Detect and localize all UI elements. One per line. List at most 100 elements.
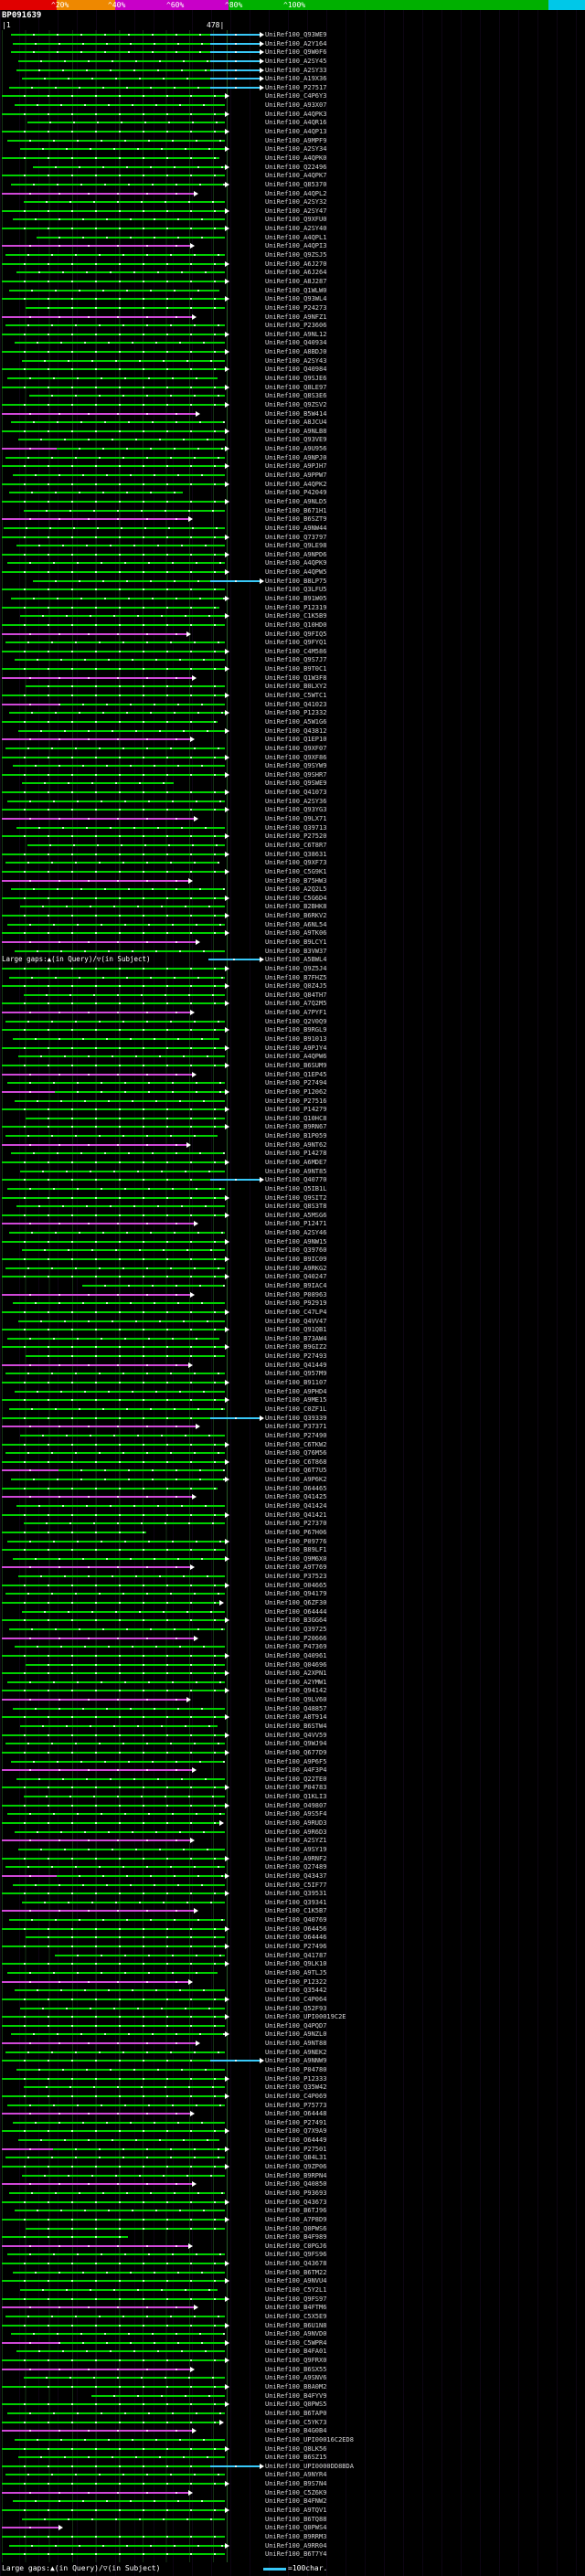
hit-bar[interactable] xyxy=(0,1255,265,1264)
hit-label[interactable]: UniRef100_Q9SHR7 xyxy=(265,770,327,779)
hit-bar[interactable] xyxy=(0,2206,265,2215)
hit-bar[interactable] xyxy=(0,1898,265,1907)
hit-label[interactable]: UniRef100_Q40247 xyxy=(265,1273,327,1281)
hit-label[interactable]: UniRef100_P67H06 xyxy=(265,1528,327,1536)
hit-label[interactable]: UniRef100_Q39725 xyxy=(265,1625,327,1633)
hit-bar[interactable] xyxy=(0,947,265,956)
hit-bar-segment[interactable] xyxy=(2,2280,225,2283)
hit-label[interactable]: UniRef100_A2SY47 xyxy=(265,207,327,215)
hit-label[interactable]: UniRef100_A6J270 xyxy=(265,260,327,268)
hit-bar[interactable] xyxy=(0,814,265,823)
hit-label[interactable]: UniRef100_A4QR16 xyxy=(265,119,327,127)
hit-bar[interactable] xyxy=(0,638,265,647)
hit-bar-segment[interactable] xyxy=(2,1733,225,1736)
hit-bar-segment[interactable] xyxy=(20,615,225,618)
hit-bar[interactable] xyxy=(0,1044,265,1053)
hit-label[interactable]: UniRef100_A9RUD3 xyxy=(265,1819,327,1828)
hit-bar[interactable] xyxy=(0,1828,265,1837)
hit-bar[interactable] xyxy=(0,2268,265,2277)
hit-bar[interactable] xyxy=(0,2126,265,2136)
hit-bar[interactable] xyxy=(0,911,265,920)
hit-bar[interactable] xyxy=(0,1951,265,1960)
hit-bar[interactable] xyxy=(0,303,265,313)
hit-label[interactable]: UniRef100_A9NVU4 xyxy=(265,2277,327,2285)
hit-bar-segment[interactable] xyxy=(15,1830,225,1833)
hit-label[interactable]: UniRef100_Q41449 xyxy=(265,1361,327,1369)
hit-bar[interactable] xyxy=(0,1924,265,1934)
hit-bar-segment[interactable] xyxy=(22,2518,225,2520)
hit-bar-segment[interactable] xyxy=(2,2386,225,2389)
hit-bar-segment[interactable] xyxy=(2,2421,219,2423)
hit-label[interactable]: UniRef100_A9NNW9 xyxy=(265,2057,327,2065)
hit-label[interactable]: UniRef100_Q40961 xyxy=(265,1651,327,1659)
hit-label[interactable]: UniRef100_Q40850 xyxy=(265,2180,327,2189)
hit-bar-segment[interactable] xyxy=(2,1619,225,1622)
hit-bar-segment[interactable] xyxy=(18,1575,225,1578)
hit-bar-segment[interactable] xyxy=(2,870,225,873)
hit-label[interactable]: UniRef100_B6TM22 xyxy=(265,2268,327,2276)
hit-label[interactable]: UniRef100_A9RNF2 xyxy=(265,1854,327,1862)
hit-label[interactable]: UniRef100_A9SY19 xyxy=(265,1845,327,1853)
hit-bar-segment[interactable] xyxy=(2,1223,194,1225)
hit-bar[interactable] xyxy=(0,2338,265,2348)
hit-bar[interactable] xyxy=(0,1246,265,1255)
hit-label[interactable]: UniRef100_A9R6D3 xyxy=(265,1828,327,1836)
hit-bar-segment[interactable] xyxy=(13,218,225,221)
hit-label[interactable]: UniRef100_Q10HC8 xyxy=(265,1114,327,1122)
hit-bar[interactable] xyxy=(0,1722,265,1731)
hit-bar[interactable] xyxy=(0,1052,265,1061)
hit-label[interactable]: UniRef100_Q9FS97 xyxy=(265,2295,327,2303)
hit-label[interactable]: UniRef100_P93693 xyxy=(265,2189,327,2197)
hit-bar-segment[interactable] xyxy=(2,2183,192,2186)
hit-bar-segment[interactable] xyxy=(11,888,225,891)
hit-bar-segment[interactable] xyxy=(26,685,225,688)
hit-label[interactable]: UniRef100_P27520 xyxy=(265,832,327,841)
hit-bar-segment[interactable] xyxy=(18,2456,225,2459)
hit-label[interactable]: UniRef100_O04665 xyxy=(265,1581,327,1589)
hit-label[interactable]: UniRef100_B671H1 xyxy=(265,506,327,514)
hit-bar-segment[interactable] xyxy=(15,1390,225,1393)
hit-bar-segment[interactable] xyxy=(2,465,225,468)
hit-label[interactable]: UniRef100_B8LP75 xyxy=(265,577,327,585)
hit-bar-segment[interactable] xyxy=(7,2253,225,2256)
hit-bar[interactable] xyxy=(0,2312,265,2321)
hit-label[interactable]: UniRef100_A9PJY4 xyxy=(265,1044,327,1052)
hit-bar-segment[interactable] xyxy=(20,1725,218,1727)
hit-label[interactable]: UniRef100_B9RN67 xyxy=(265,1123,327,1131)
hit-label[interactable]: UniRef100_B6RKV2 xyxy=(265,912,327,920)
hit-bar[interactable] xyxy=(0,118,265,127)
hit-bar[interactable] xyxy=(0,1369,265,1378)
hit-label[interactable]: UniRef100_O49807 xyxy=(265,1801,327,1809)
hit-label[interactable]: UniRef100_O64449 xyxy=(265,2136,327,2145)
hit-label[interactable]: UniRef100_A7Q2M5 xyxy=(265,1000,327,1008)
hit-bar[interactable] xyxy=(0,1334,265,1343)
hit-label[interactable]: UniRef100_Q9LK10 xyxy=(265,1960,327,1968)
hit-bar[interactable] xyxy=(0,1475,265,1484)
hit-label[interactable]: UniRef100_Q22496 xyxy=(265,163,327,171)
hit-label[interactable]: UniRef100_C1K5B7 xyxy=(265,1907,327,1915)
hit-label[interactable]: UniRef100_Q43673 xyxy=(265,2198,327,2206)
hit-label[interactable]: UniRef100_Q93WL4 xyxy=(265,295,327,303)
hit-bar-segment[interactable] xyxy=(2,535,225,538)
hit-bar-segment[interactable] xyxy=(2,623,225,626)
hit-bar-segment[interactable] xyxy=(5,1866,225,1869)
hit-bar[interactable] xyxy=(0,2496,265,2506)
hit-label[interactable]: UniRef100_P23606 xyxy=(265,322,327,330)
hit-label[interactable]: UniRef100_Q9FRX0 xyxy=(265,2357,327,2365)
hit-bar[interactable] xyxy=(0,1563,265,1572)
hit-label[interactable]: UniRef100_C5IF77 xyxy=(265,1881,327,1889)
hit-bar[interactable] xyxy=(0,2382,265,2391)
hit-bar-segment[interactable] xyxy=(2,298,225,301)
hit-bar-segment[interactable] xyxy=(7,139,225,142)
hit-bar[interactable] xyxy=(0,797,265,806)
hit-bar-segment[interactable] xyxy=(24,201,225,204)
hit-bar[interactable] xyxy=(0,2479,265,2488)
hit-label[interactable]: UniRef100_Q40770 xyxy=(265,1176,327,1184)
hit-bar-segment[interactable] xyxy=(2,2509,225,2512)
hit-label[interactable]: UniRef100_B6SX55 xyxy=(265,2365,327,2373)
hit-bar[interactable] xyxy=(0,2541,265,2550)
hit-label[interactable]: UniRef100_P92919 xyxy=(265,1299,327,1308)
hit-label[interactable]: UniRef100_P27493 xyxy=(265,1352,327,1361)
hit-bar[interactable] xyxy=(0,2109,265,2118)
hit-label[interactable]: UniRef100_O64446 xyxy=(265,1934,327,1942)
